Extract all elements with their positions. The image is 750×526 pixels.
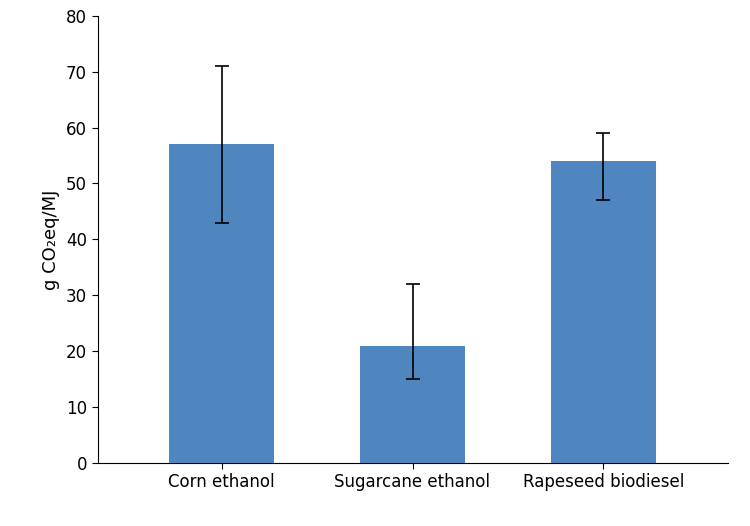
Bar — [551, 161, 656, 463]
Bar — [360, 346, 465, 463]
Bar — [169, 144, 274, 463]
Y-axis label: g CO₂eq/MJ: g CO₂eq/MJ — [43, 189, 61, 289]
